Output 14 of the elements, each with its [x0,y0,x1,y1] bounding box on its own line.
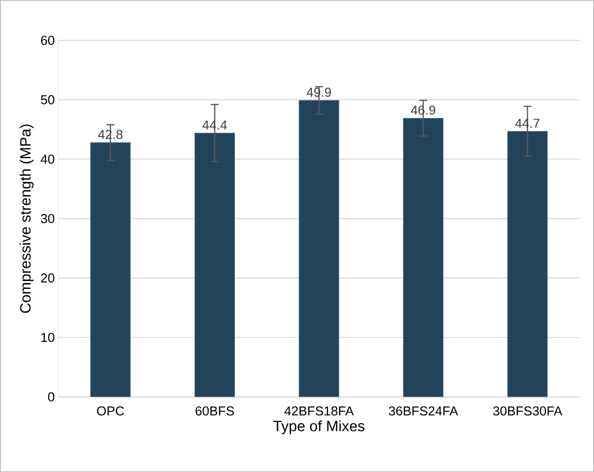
y-tick-label: 40 [40,154,54,164]
y-axis-title: Compressive strength (MPa) [20,124,34,313]
y-tick-label: 10 [41,332,54,342]
x-tick-label: 36BFS24FA [388,406,458,416]
x-tick-label: 30BFS30FA [493,406,562,416]
y-tick-label: 0 [48,392,54,402]
y-tick-label: 20 [41,273,54,283]
y-tick-label: 30 [40,214,54,224]
x-axis-title: Type of Mixes [273,420,364,434]
x-tick-label: OPC [97,406,124,416]
x-tick-label: 60BFS [196,406,234,416]
x-tick-label: 42BFS18FA [284,406,354,416]
y-tick-label: 50 [40,95,54,104]
y-tick-label: 60 [41,36,54,45]
